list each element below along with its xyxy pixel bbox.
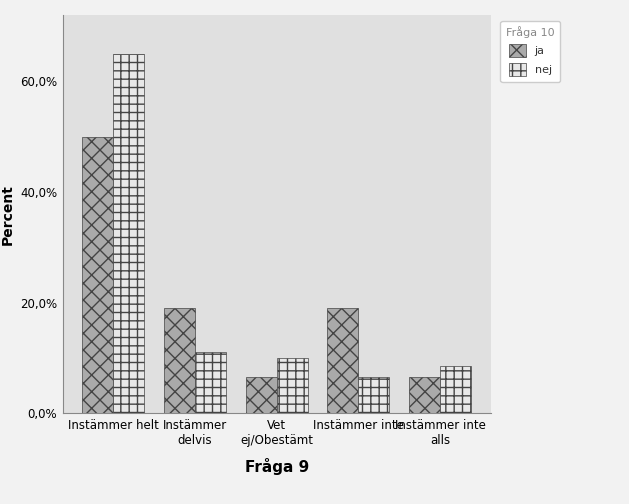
Bar [359, 377, 389, 413]
Bar [440, 366, 471, 413]
Y-axis label: Percent: Percent [1, 184, 14, 244]
Bar [195, 352, 226, 413]
X-axis label: Fråga 9: Fråga 9 [245, 458, 309, 475]
Bar [328, 308, 359, 413]
Bar [113, 54, 145, 413]
Bar [409, 377, 440, 413]
Bar [82, 137, 113, 413]
Legend: ja, nej: ja, nej [501, 21, 560, 82]
Bar [246, 377, 277, 413]
Bar [164, 308, 195, 413]
Bar [277, 358, 308, 413]
